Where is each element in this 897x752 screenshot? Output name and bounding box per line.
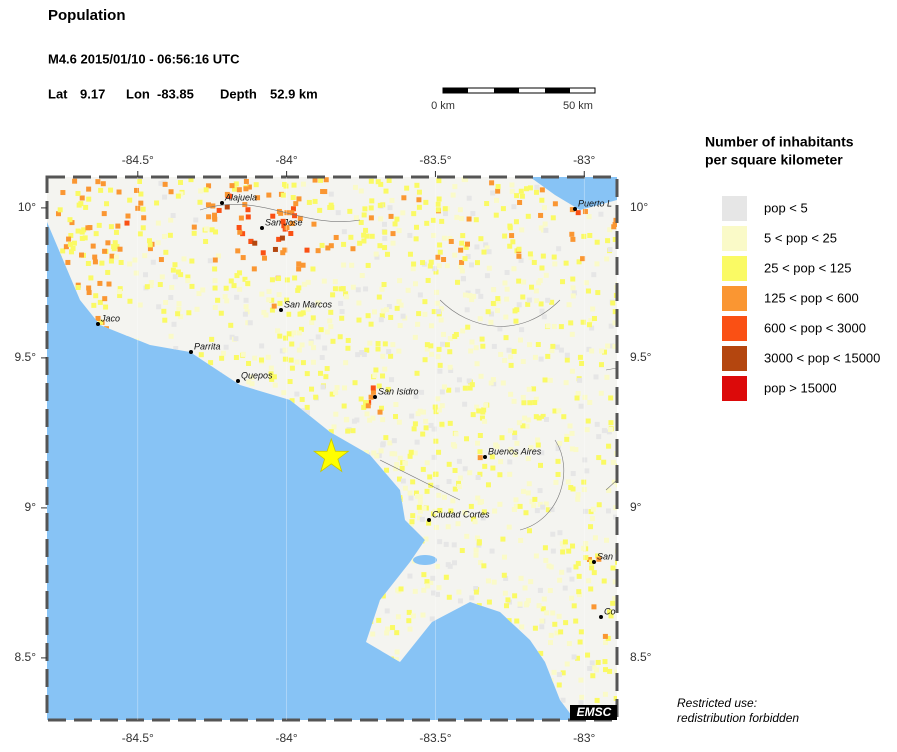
legend-label: 5 < pop < 25 — [764, 230, 837, 245]
city-label: Parrita — [194, 341, 221, 351]
city-dot — [483, 455, 487, 459]
scale-start: 0 km — [431, 100, 455, 112]
city-label: Jaco — [100, 313, 120, 323]
city-label: Quepos — [241, 370, 273, 380]
legend-swatch — [722, 286, 747, 311]
legend-label: 125 < pop < 600 — [764, 290, 859, 305]
legend-swatch — [722, 196, 747, 221]
title: Population — [48, 7, 126, 24]
city-label: Puerto L — [578, 198, 612, 208]
x-tick-label: -83° — [573, 731, 595, 745]
legend-swatch — [722, 256, 747, 281]
x-tick-label: -84.5° — [122, 731, 154, 745]
legend-label: 25 < pop < 125 — [764, 260, 851, 275]
lon: -83.85 — [157, 86, 194, 101]
legend-title: Number of inhabitants — [705, 134, 854, 150]
y-tick-label: 9° — [630, 500, 642, 514]
badge: EMSC — [577, 705, 612, 719]
x-tick-label: -84.5° — [122, 153, 154, 167]
depth: 52.9 km — [270, 86, 318, 101]
legend-label: pop < 5 — [764, 200, 808, 215]
city-dot — [260, 226, 264, 230]
city-label: San Marcos — [284, 299, 333, 309]
city-label: San — [597, 551, 613, 561]
x-tick-label: -83.5° — [419, 153, 451, 167]
y-tick-label: 9.5° — [15, 350, 37, 364]
y-tick-label: 9° — [25, 500, 37, 514]
y-tick-label: 8.5° — [15, 650, 37, 664]
legend-swatch — [722, 346, 747, 371]
x-tick-label: -83.5° — [419, 731, 451, 745]
y-tick-label: 9.5° — [630, 350, 652, 364]
legend-swatch — [722, 316, 747, 341]
lon-label: Lon — [126, 86, 150, 101]
city-dot — [427, 518, 431, 522]
city-dot — [279, 308, 283, 312]
legend-label: 3000 < pop < 15000 — [764, 350, 880, 365]
scale-bar: 0 km 50 km — [431, 87, 596, 112]
city-label: Ciudad Cortes — [432, 509, 490, 519]
legend-label: pop > 15000 — [764, 380, 837, 395]
city-dot — [592, 560, 596, 564]
city-dot — [573, 207, 577, 211]
city-dot — [373, 395, 377, 399]
x-tick-label: -84° — [276, 153, 298, 167]
legend-label: 600 < pop < 3000 — [764, 320, 866, 335]
city-dot — [96, 322, 100, 326]
scale-end: 50 km — [563, 100, 593, 112]
epicenter — [312, 437, 350, 473]
note: redistribution forbidden — [677, 711, 799, 725]
city-dot — [599, 615, 603, 619]
city-label: San Isidro — [378, 386, 419, 396]
lat: 9.17 — [80, 86, 105, 101]
y-tick-label: 10° — [18, 200, 36, 214]
legend-title: per square kilometer — [705, 152, 843, 168]
city-label: Co — [604, 606, 616, 616]
event: M4.6 2015/01/10 - 06:56:16 UTC — [48, 51, 240, 66]
city-label: Buenos Aires — [488, 446, 542, 456]
city-label: San Jose — [265, 217, 303, 227]
y-tick-label: 10° — [630, 200, 648, 214]
city-label: Alajuela — [224, 192, 257, 202]
depth-label: Depth — [220, 86, 257, 101]
note: Restricted use: — [677, 696, 757, 710]
x-tick-label: -83° — [573, 153, 595, 167]
legend-swatch — [722, 226, 747, 251]
y-tick-label: 8.5° — [630, 650, 652, 664]
frame — [45, 175, 619, 722]
x-tick-label: -84° — [276, 731, 298, 745]
city-dot — [189, 350, 193, 354]
city-dot — [220, 201, 224, 205]
city-dot — [236, 379, 240, 383]
lat-label: Lat — [48, 86, 68, 101]
legend-swatch — [722, 376, 747, 401]
